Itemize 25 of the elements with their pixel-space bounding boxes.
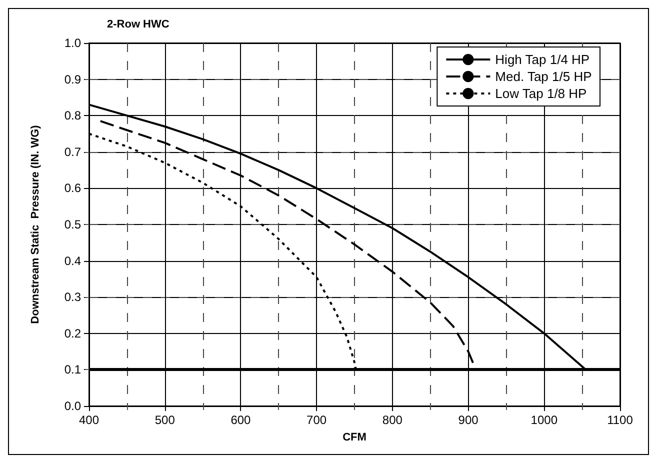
x-tick-label: 400 xyxy=(78,413,100,427)
legend-label: Med. Tap 1/5 HP xyxy=(495,69,592,84)
y-tick-label: 0.6 xyxy=(64,181,82,196)
y-tick-label: 0.0 xyxy=(64,399,82,413)
x-tick-label: 500 xyxy=(154,413,176,427)
x-tick-label: 700 xyxy=(306,413,327,427)
x-axis-title: CFM xyxy=(342,432,366,444)
x-tick-label: 1000 xyxy=(530,413,558,427)
x-tick-label: 1100 xyxy=(607,413,634,427)
y-tick-label: 0.9 xyxy=(64,72,82,86)
x-tick-label: 800 xyxy=(382,413,403,427)
y-tick-label: 0.2 xyxy=(64,326,82,340)
text: 2-Row HWC xyxy=(107,18,170,30)
y-tick-label: 0.5 xyxy=(64,218,82,232)
x-tick-label: 600 xyxy=(230,413,252,427)
legend-label: Low Tap 1/8 HP xyxy=(495,86,587,101)
x-tick-label: 900 xyxy=(458,413,479,427)
y-tick-label: 0.8 xyxy=(64,108,82,123)
y-tick-label: 0.3 xyxy=(64,290,82,304)
y-tick-label: 1.0 xyxy=(64,36,82,50)
y-tick-label: 0.4 xyxy=(64,254,82,268)
y-tick-label: 0.1 xyxy=(64,362,82,377)
legend-label: High Tap 1/4 HP xyxy=(495,52,590,67)
y-tick-label: 0.7 xyxy=(64,144,82,159)
y-axis-title: Downstream Static Pressure (IN. WG) xyxy=(30,124,42,324)
